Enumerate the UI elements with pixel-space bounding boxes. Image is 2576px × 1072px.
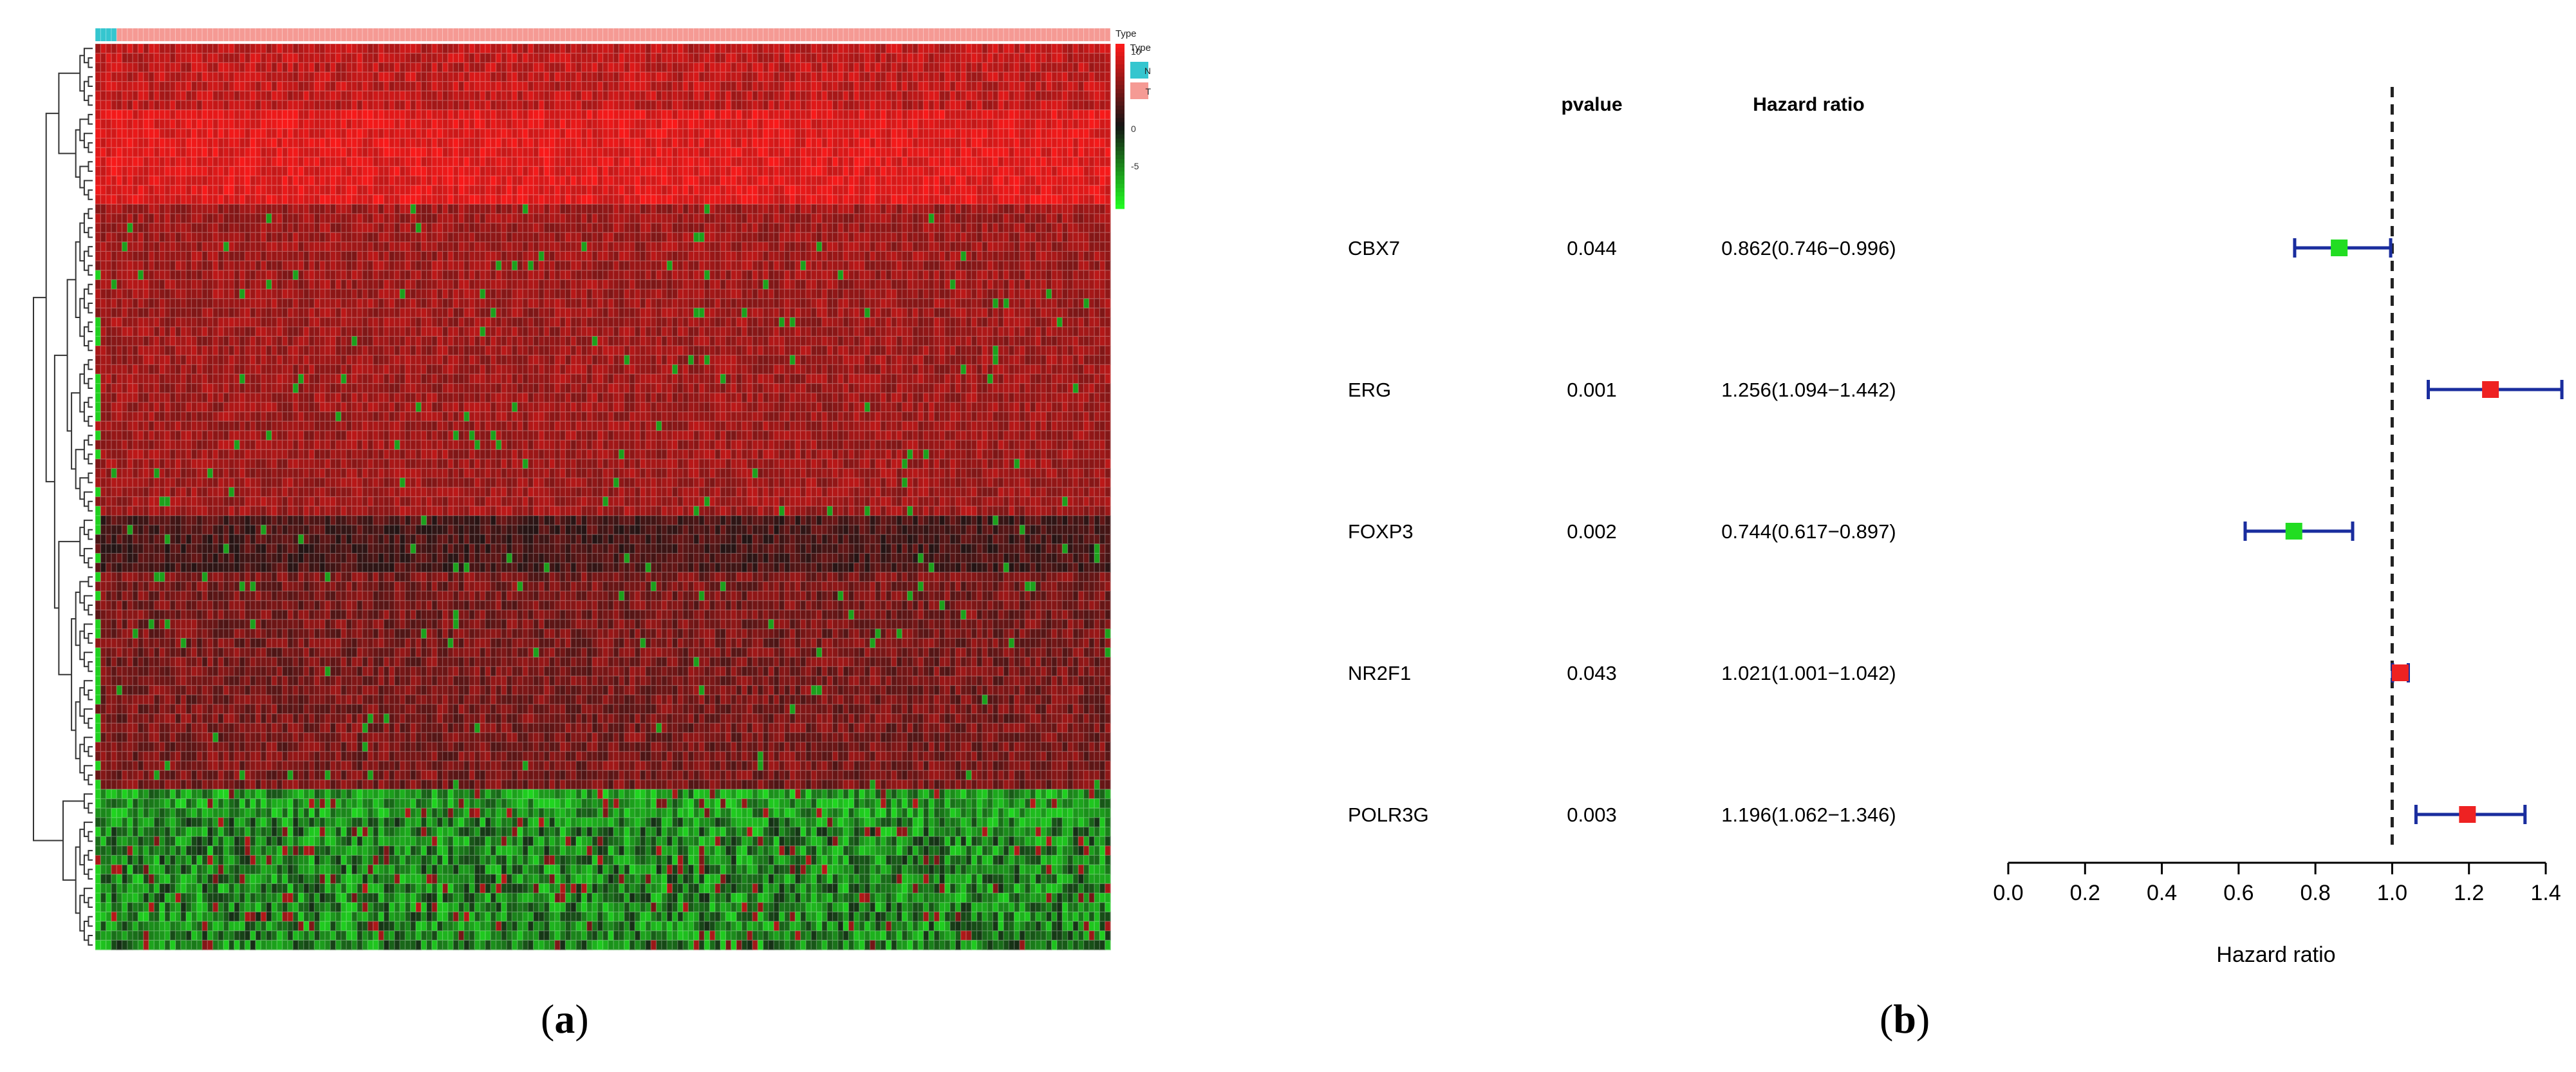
forest-row-foxp3: FOXP3 0.002 0.744(0.617−0.897) — [1348, 520, 2353, 543]
pvalue-cell: 0.043 — [1567, 662, 1617, 684]
x-tick-label: 1.2 — [2454, 881, 2484, 905]
pvalue-cell: 0.044 — [1567, 237, 1617, 259]
colorbar-title: Type — [1130, 42, 1151, 53]
heatmap-panel: Type 1050-5 Type NT — [0, 0, 1152, 1072]
hazard-ratio-point — [2459, 806, 2476, 823]
hazard-ratio-point — [2482, 381, 2499, 398]
x-axis-label: Hazard ratio — [2216, 943, 2335, 967]
pvalue-cell: 0.003 — [1567, 804, 1617, 826]
hazard-ratio-point — [2331, 240, 2347, 256]
forest-row-nr2f1: NR2F1 0.043 1.021(1.001−1.042) — [1348, 662, 2409, 684]
hazard-ratio-point — [2392, 664, 2409, 681]
x-axis: 0.0 0.2 0.4 0.6 0.8 1.0 1.2 1.4 — [1993, 863, 2561, 905]
hazard-ratio-cell: 1.196(1.062−1.346) — [1721, 804, 1896, 826]
group-legend: NT — [1130, 62, 1151, 99]
pvalue-header: pvalue — [1561, 94, 1622, 115]
group-label: T — [1145, 86, 1151, 97]
colorbar-tick-label: 0 — [1131, 124, 1136, 134]
hazard-ratio-cell: 0.862(0.746−0.996) — [1721, 237, 1896, 259]
x-tick-label: 0.0 — [1993, 881, 2023, 905]
forest-plot-panel: pvalue Hazard ratio CBX7 0.044 0.862(0.746… — [1281, 0, 2576, 1072]
panel-label-a: (a) — [541, 995, 589, 1043]
gene-label: CBX7 — [1348, 237, 1400, 259]
hazard-ratio-cell: 0.744(0.617−0.897) — [1721, 520, 1896, 543]
x-tick-label: 0.4 — [2147, 881, 2177, 905]
colorbar-tick-label: -5 — [1131, 161, 1139, 171]
gene-label: NR2F1 — [1348, 662, 1411, 684]
hazard-ratio-cell: 1.021(1.001−1.042) — [1721, 662, 1896, 684]
forest-row-erg: ERG 0.001 1.256(1.094−1.442) — [1348, 379, 2562, 401]
group-label: N — [1144, 66, 1151, 76]
hazard-ratio-point — [2286, 523, 2302, 540]
panel-label-b: (b) — [1880, 995, 1930, 1043]
hazard-ratio-cell: 1.256(1.094−1.442) — [1721, 379, 1896, 401]
forest-row-cbx7: CBX7 0.044 0.862(0.746−0.996) — [1348, 237, 2391, 259]
forest-row-polr3g: POLR3G 0.003 1.196(1.062−1.346) — [1348, 804, 2525, 826]
x-tick-label: 0.2 — [2070, 881, 2100, 905]
pvalue-cell: 0.001 — [1567, 379, 1617, 401]
x-tick-label: 1.4 — [2530, 881, 2561, 905]
gene-label: ERG — [1348, 379, 1391, 401]
x-tick-label: 1.0 — [2377, 881, 2407, 905]
sample-type-bar — [95, 28, 1110, 41]
pvalue-cell: 0.002 — [1567, 520, 1617, 543]
gene-label: POLR3G — [1348, 804, 1429, 826]
x-tick-label: 0.6 — [2223, 881, 2254, 905]
type-bar-label: Type — [1115, 28, 1137, 39]
x-tick-label: 0.8 — [2301, 881, 2331, 905]
forest-rows: CBX7 0.044 0.862(0.746−0.996) ERG 0.001 1.256… — [1348, 87, 2562, 850]
row-dendrogram — [33, 48, 93, 945]
gene-label: FOXP3 — [1348, 520, 1414, 543]
hazard-ratio-header: Hazard ratio — [1753, 94, 1864, 115]
